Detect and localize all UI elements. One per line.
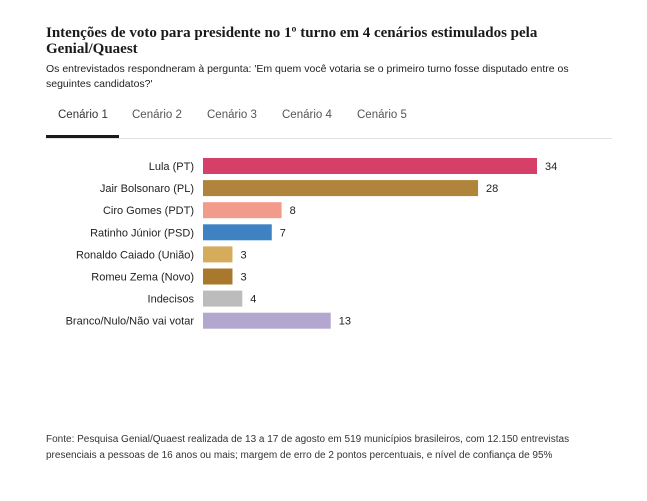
category-label: Romeu Zema (Novo) (91, 272, 194, 284)
category-label: Branco/Nulo/Não vai votar (66, 316, 195, 328)
bar (203, 158, 537, 174)
bar (203, 202, 282, 219)
active-tab-indicator (46, 135, 119, 138)
category-label: Ronaldo Caiado (União) (76, 249, 194, 261)
category-label: Ratinho Júnior (PSD) (90, 227, 194, 239)
tab-cenario-3[interactable]: Cenário 3 (207, 109, 257, 121)
tab-cenario-1[interactable]: Cenário 1 (58, 109, 108, 121)
category-label: Indecisos (148, 294, 195, 306)
bar-value-label: 8 (290, 205, 296, 217)
bar-value-label: 13 (339, 316, 351, 328)
bar (203, 224, 272, 241)
bar-value-label: 3 (240, 249, 246, 261)
chart-title: Intenções de voto para presidente no 1º … (46, 25, 538, 57)
bar-value-label: 7 (280, 227, 286, 239)
bar-value-label: 34 (545, 161, 557, 173)
chart-subtitle: Os entrevistados respondneram à pergunta… (46, 63, 569, 90)
scenario-tabs: Cenário 1 Cenário 2 Cenário 3 Cenário 4 … (46, 106, 612, 139)
category-label: Lula (PT) (149, 161, 194, 173)
bar (203, 246, 233, 263)
bar-value-label: 28 (486, 183, 498, 195)
bar (203, 268, 233, 285)
bar (203, 180, 479, 197)
category-label: Ciro Gomes (PDT) (103, 205, 194, 217)
tab-cenario-2[interactable]: Cenário 2 (132, 109, 182, 121)
bar (203, 290, 243, 307)
bar-value-label: 4 (250, 294, 256, 306)
source-note: Fonte: Pesquisa Genial/Quaest realizada … (46, 434, 570, 461)
category-label: Jair Bolsonaro (PL) (100, 183, 194, 195)
tab-cenario-5[interactable]: Cenário 5 (357, 109, 407, 121)
bar (203, 312, 331, 329)
tab-cenario-4[interactable]: Cenário 4 (282, 109, 332, 121)
bar-value-label: 3 (240, 272, 246, 284)
